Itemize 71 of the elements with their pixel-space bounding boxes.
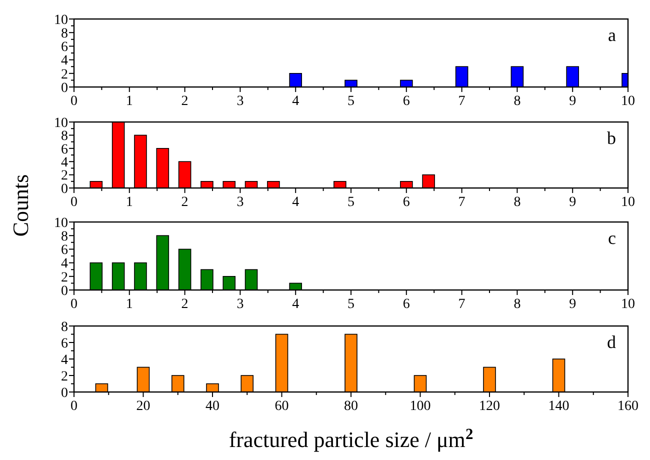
x-tick-label: 7 <box>458 297 466 312</box>
y-tick-label: 2 <box>61 369 68 384</box>
x-tick-label: 8 <box>514 94 521 109</box>
x-tick-label: 160 <box>618 399 638 414</box>
y-tick-label: 8 <box>61 320 68 335</box>
x-tick-label: 1 <box>126 297 133 312</box>
y-tick-label: 4 <box>61 156 68 170</box>
x-tick-label: 0 <box>70 94 78 109</box>
x-tick-label: 5 <box>348 195 354 210</box>
x-tick-label: 10 <box>621 94 635 109</box>
x-tick-label: 3 <box>236 297 244 312</box>
annotation: b <box>607 128 616 148</box>
x-tick-label: 3 <box>236 94 244 109</box>
y-tick-label: 2 <box>61 168 68 184</box>
x-tick-label: 8 <box>514 195 521 210</box>
y-tick-label: 6 <box>61 142 68 158</box>
y-tick-label: 8 <box>61 26 68 42</box>
y-tick-label: 10 <box>54 216 68 231</box>
x-tick-label: 140 <box>548 399 570 414</box>
x-tick-label: 0 <box>70 297 78 312</box>
y-tick-label: 6 <box>61 40 68 56</box>
y-tick-label: 4 <box>61 256 68 272</box>
x-tick-label: 9 <box>569 94 576 109</box>
x-axis-title: fractured particle size / μm$^{2}$ <box>228 426 474 452</box>
x-tick-label: 9 <box>569 297 576 312</box>
y-tick-label: 8 <box>61 129 68 144</box>
x-tick-label: 5 <box>348 94 354 109</box>
x-tick-label: 2 <box>181 195 188 210</box>
annotation: c <box>608 228 616 248</box>
y-axis-title: Counts <box>8 174 33 237</box>
x-tick-label: 10 <box>621 297 635 312</box>
x-tick-label: 0 <box>70 195 78 210</box>
x-tick-label: 6 <box>402 195 410 210</box>
y-tick-label: 0 <box>61 284 68 299</box>
x-tick-label: 2 <box>181 297 188 312</box>
x-tick-label: 7 <box>458 195 466 210</box>
x-tick-label: 1 <box>126 94 133 109</box>
x-tick-label: 3 <box>236 195 244 210</box>
y-tick-label: 0 <box>61 182 68 197</box>
x-tick-label: 80 <box>344 399 358 414</box>
x-tick-label: 120 <box>479 399 500 414</box>
x-tick-label: 4 <box>292 297 300 312</box>
y-tick-label: 8 <box>61 230 68 244</box>
x-tick-label: 8 <box>514 297 521 312</box>
annotation: d <box>607 332 616 352</box>
x-tick-label: 100 <box>410 399 431 414</box>
x-tick-label: 20 <box>136 399 150 414</box>
y-tick-label: 2 <box>61 270 68 286</box>
x-tick-label: 0 <box>70 399 78 414</box>
x-tick-label: 1 <box>126 195 133 210</box>
y-tick-label: 6 <box>61 243 68 258</box>
y-tick-label: 4 <box>61 54 68 69</box>
x-tick-label: 2 <box>181 94 188 109</box>
x-tick-label: 5 <box>348 297 354 312</box>
x-tick-label: 10 <box>621 195 635 210</box>
annotation: a <box>608 25 616 45</box>
x-tick-label: 9 <box>569 195 576 210</box>
x-tick-label: 7 <box>458 94 466 109</box>
x-tick-label: 4 <box>292 94 300 109</box>
x-tick-label: 60 <box>274 399 289 414</box>
y-tick-label: 4 <box>61 352 68 368</box>
x-tick-label: 6 <box>402 297 410 312</box>
y-tick-label: 0 <box>61 80 68 96</box>
y-tick-label: 10 <box>54 12 68 28</box>
y-tick-label: 2 <box>61 67 68 82</box>
y-tick-label: 6 <box>61 336 68 352</box>
y-tick-label: 0 <box>61 386 68 401</box>
x-tick-label: 4 <box>292 195 300 210</box>
x-tick-label: 6 <box>402 94 410 109</box>
y-tick-label: 10 <box>54 116 68 131</box>
x-tick-label: 40 <box>206 399 220 414</box>
